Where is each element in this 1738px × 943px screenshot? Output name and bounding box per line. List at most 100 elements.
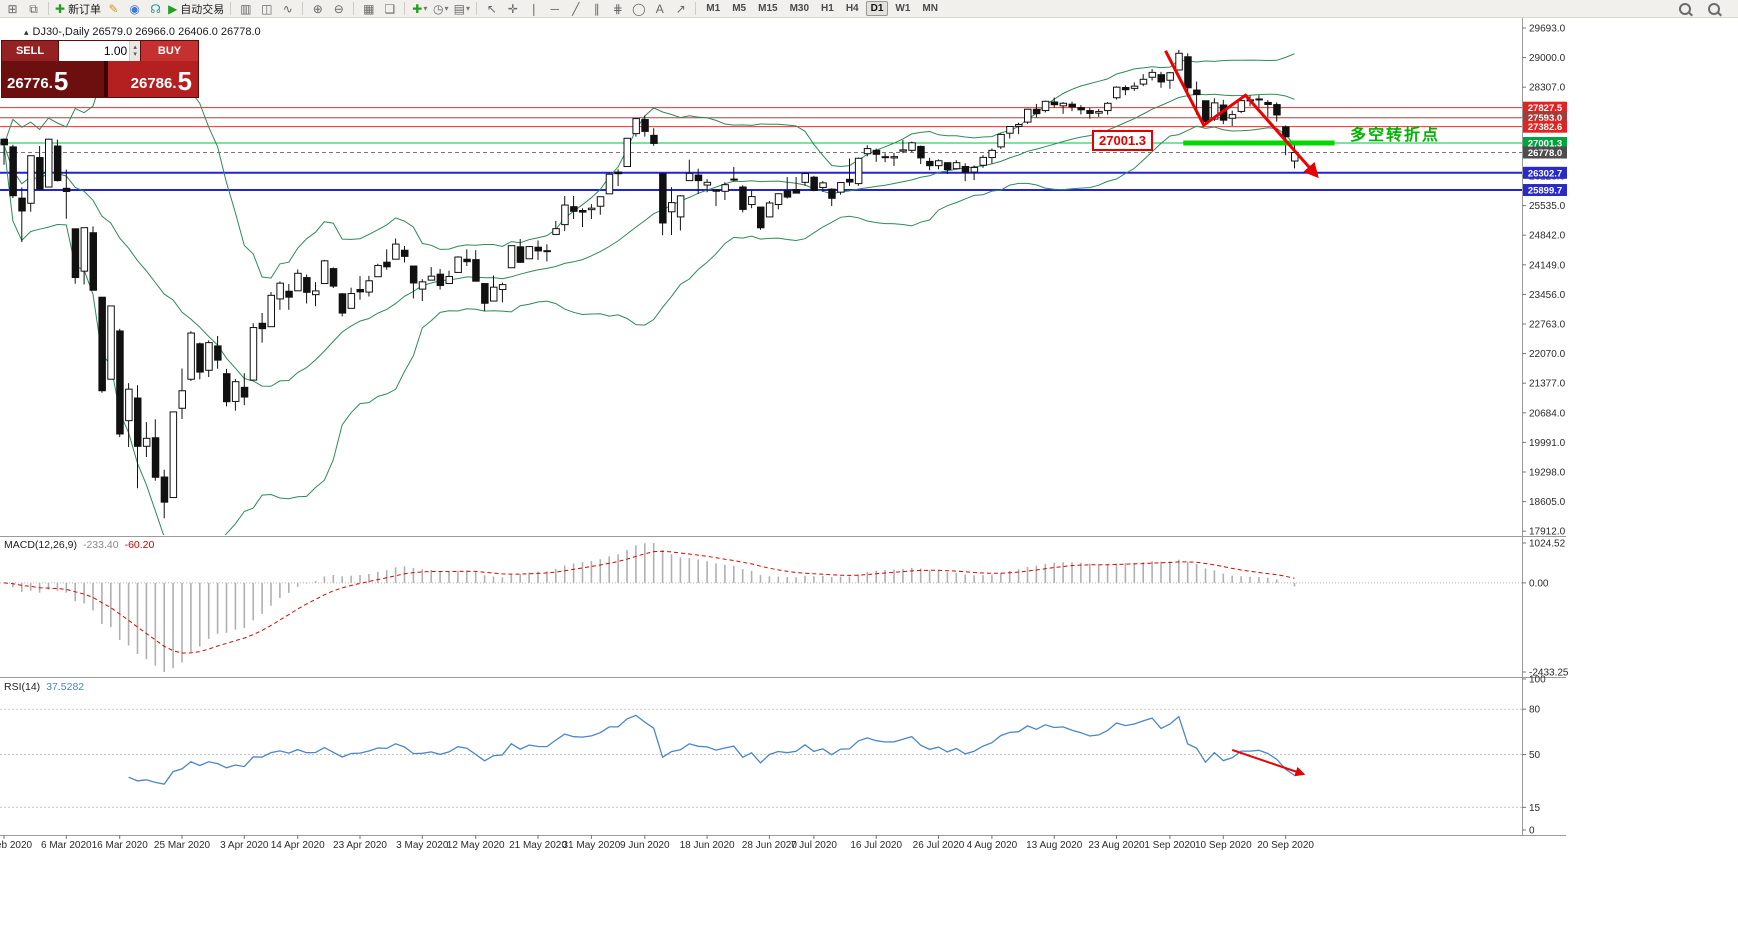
stepper-up-icon[interactable]: ▴ xyxy=(133,44,137,51)
trendline-icon: ╱ xyxy=(572,1,580,16)
svg-text:20 Sep 2020: 20 Sep 2020 xyxy=(1257,840,1314,851)
trendline-icon[interactable]: ╱ xyxy=(565,1,586,17)
svg-text:18 Jun 2020: 18 Jun 2020 xyxy=(680,840,735,851)
vertical-line-icon[interactable]: ❘ xyxy=(523,1,544,17)
timeframe-mn[interactable]: MN xyxy=(922,3,938,14)
periods-icon: ◷ xyxy=(433,1,444,16)
chart-profiles-icon[interactable]: ⧉ xyxy=(23,1,44,17)
strategy-tester-icon[interactable]: ☊ xyxy=(145,1,166,17)
timeframe-m15[interactable]: M15 xyxy=(758,3,778,14)
zoom-in-icon: ⊕ xyxy=(312,1,323,16)
svg-text:26 Feb 2020: 26 Feb 2020 xyxy=(0,840,33,851)
arrows-icon[interactable]: ↗ xyxy=(670,1,691,17)
price-divider xyxy=(104,61,108,97)
zoom-in-icon[interactable]: ⊕ xyxy=(307,1,328,17)
periods-icon[interactable]: ◷ ▾ xyxy=(430,1,451,17)
line-chart-icon[interactable]: ∿ xyxy=(277,1,298,17)
svg-text:27001.3: 27001.3 xyxy=(1528,138,1562,149)
market-watch-icon: ◉ xyxy=(129,1,140,16)
svg-text:0: 0 xyxy=(1529,826,1535,837)
cursor-icon[interactable]: ↖ xyxy=(481,1,502,17)
svg-text:6 Mar 2020: 6 Mar 2020 xyxy=(41,840,92,851)
tile-windows-icon: ▦ xyxy=(363,1,375,16)
rsi-arrow xyxy=(1231,749,1306,777)
sell-price[interactable]: 26776. 5 xyxy=(2,61,104,97)
auto-trading-button: ▶ xyxy=(168,1,178,16)
macd-histogram xyxy=(3,543,1296,672)
macd-main-value: -233.40 xyxy=(82,539,119,551)
indicators-add-icon[interactable]: ✚ ▾ xyxy=(409,1,430,17)
svg-text:3 May 2020: 3 May 2020 xyxy=(396,840,449,851)
crosshair-icon[interactable]: ✛ xyxy=(502,1,523,17)
volume-stepper[interactable]: ▴ ▾ xyxy=(129,41,140,61)
svg-text:26302.7: 26302.7 xyxy=(1528,168,1562,179)
buy-button[interactable]: BUY xyxy=(140,41,198,61)
vertical-line-icon: ❘ xyxy=(528,1,539,16)
zoom-out-icon: ⊖ xyxy=(333,1,344,16)
tile-windows-icon[interactable]: ▦ xyxy=(358,1,379,17)
search-symbols-icon xyxy=(1678,2,1691,15)
volume-input[interactable] xyxy=(59,41,130,61)
buy-price[interactable]: 26786. 5 xyxy=(108,61,198,97)
svg-text:23 Aug 2020: 23 Aug 2020 xyxy=(1088,840,1145,851)
svg-text:9 Jun 2020: 9 Jun 2020 xyxy=(620,840,670,851)
toolbar: ⊞ ⧉ ✚ 新订单 ✎ ◉ ☊ ▶ 自动交易 ▥ ◫ ∿ ⊕ ⊖ ▦ ❏ ✚ ▾ ◷ ▾ ▤ ▾ ↖ ✛ ❘ ─ ╱ ∥ ⋕ ◯ A ↗ M1 M… xyxy=(0,0,1738,18)
macd-name: MACD(12,26,9) xyxy=(4,539,77,551)
timeframe-m5[interactable]: M5 xyxy=(732,3,747,14)
strategy-tester-icon: ☊ xyxy=(150,1,161,16)
stepper-down-icon[interactable]: ▾ xyxy=(133,51,137,58)
svg-text:21 May 2020: 21 May 2020 xyxy=(509,840,567,851)
cascade-windows-icon[interactable]: ❏ xyxy=(379,1,400,17)
bar-chart-icon[interactable]: ▥ xyxy=(235,1,256,17)
timeframe-m30[interactable]: M30 xyxy=(789,3,810,14)
channel-icon[interactable]: ∥ xyxy=(586,1,607,17)
caret-down-icon: ▾ xyxy=(465,4,470,13)
horizontal-line-icon[interactable]: ─ xyxy=(544,1,565,17)
rsi-line xyxy=(128,714,1295,785)
pivot-price-label[interactable]: 27001.3 xyxy=(1092,130,1153,151)
candlestick-chart-icon[interactable]: ◫ xyxy=(256,1,277,17)
zoom-out-icon[interactable]: ⊖ xyxy=(328,1,349,17)
buy-price-main: 26786. xyxy=(130,74,177,92)
search-symbols-icon[interactable] xyxy=(1674,1,1695,17)
channel-icon: ∥ xyxy=(593,1,600,16)
metaeditor-icon[interactable]: ✎ xyxy=(103,1,124,17)
timeframe-w1[interactable]: W1 xyxy=(895,3,911,14)
timeframe-d1[interactable]: D1 xyxy=(865,1,889,16)
shapes-icon[interactable]: ◯ xyxy=(628,1,649,17)
sell-button[interactable]: SELL xyxy=(2,41,59,61)
search-icon[interactable] xyxy=(1703,1,1724,17)
timeframe-m1[interactable]: M1 xyxy=(706,3,721,14)
cursor-icon: ↖ xyxy=(486,1,497,16)
svg-text:23456.0: 23456.0 xyxy=(1529,290,1566,301)
toolbar-separator xyxy=(230,2,232,15)
templates-icon[interactable]: ▤ ▾ xyxy=(451,1,472,17)
pivot-note-text[interactable]: 多空转折点 xyxy=(1350,127,1441,144)
svg-text:24842.0: 24842.0 xyxy=(1529,231,1566,242)
caret-down-icon: ▾ xyxy=(444,4,449,13)
price-tag xyxy=(1523,120,1567,133)
svg-text:7 Jul 2020: 7 Jul 2020 xyxy=(791,840,838,851)
svg-text:19298.0: 19298.0 xyxy=(1529,468,1566,479)
auto-trading-button[interactable]: ▶ 自动交易 xyxy=(166,1,226,17)
svg-text:50: 50 xyxy=(1529,750,1541,761)
timeframe-h4[interactable]: H4 xyxy=(845,3,859,14)
fibonacci-icon[interactable]: ⋕ xyxy=(607,1,628,17)
timeframe-h1[interactable]: H1 xyxy=(821,3,834,14)
text-icon[interactable]: A xyxy=(649,1,670,17)
price-tag xyxy=(1523,184,1567,197)
collapse-panel-icon[interactable]: ▴ xyxy=(24,27,29,37)
toolbar-separator xyxy=(476,2,478,15)
new-chart-icon[interactable]: ⊞ xyxy=(2,1,23,17)
svg-text:21377.0: 21377.0 xyxy=(1529,379,1566,390)
sell-price-big-digit: 5 xyxy=(53,66,69,97)
svg-text:12 May 2020: 12 May 2020 xyxy=(447,840,505,851)
svg-text:23 Apr 2020: 23 Apr 2020 xyxy=(333,840,387,851)
market-watch-icon[interactable]: ◉ xyxy=(124,1,145,17)
macd-signal-line xyxy=(3,550,1295,654)
svg-text:22070.0: 22070.0 xyxy=(1529,349,1566,360)
new-order-button[interactable]: ✚ 新订单 xyxy=(53,1,103,17)
svg-text:28 Jun 2020: 28 Jun 2020 xyxy=(742,840,797,851)
